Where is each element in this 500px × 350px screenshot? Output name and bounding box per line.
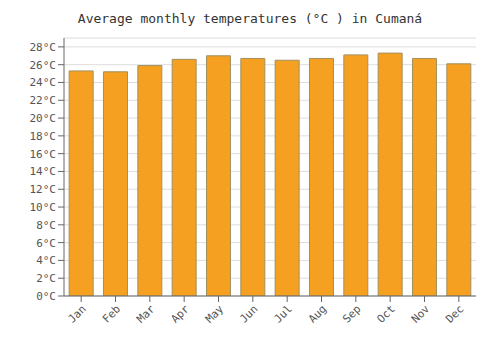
svg-text:22°C: 22°C (30, 94, 57, 107)
svg-text:Apr: Apr (169, 302, 193, 326)
svg-text:8°C: 8°C (36, 219, 56, 232)
svg-text:20°C: 20°C (30, 112, 57, 125)
svg-text:26°C: 26°C (30, 59, 57, 72)
svg-text:Nov: Nov (409, 302, 433, 326)
svg-text:Sep: Sep (340, 302, 363, 325)
svg-text:May: May (203, 302, 227, 326)
svg-text:24°C: 24°C (30, 76, 57, 89)
svg-text:10°C: 10°C (30, 201, 57, 214)
svg-text:Feb: Feb (100, 302, 123, 325)
svg-text:Dec: Dec (443, 302, 466, 325)
svg-text:2°C: 2°C (36, 272, 56, 285)
svg-text:12°C: 12°C (30, 183, 57, 196)
svg-text:0°C: 0°C (36, 290, 56, 303)
svg-text:14°C: 14°C (30, 165, 57, 178)
svg-text:Mar: Mar (134, 302, 158, 326)
svg-text:Jul: Jul (272, 302, 295, 325)
svg-text:28°C: 28°C (30, 41, 57, 54)
svg-text:Oct: Oct (375, 302, 398, 325)
html-text:Average monthly temperatures (: Average monthly temperatures (°C ) in Cu… (77, 11, 423, 26)
svg-text:Jan: Jan (66, 302, 89, 325)
svg-text:Jun: Jun (237, 302, 260, 325)
svg-text:6°C: 6°C (36, 237, 56, 250)
svg-text:16°C: 16°C (30, 148, 57, 161)
svg-text:Aug: Aug (306, 302, 329, 325)
svg-text:18°C: 18°C (30, 130, 57, 143)
svg-text:4°C: 4°C (36, 254, 56, 267)
